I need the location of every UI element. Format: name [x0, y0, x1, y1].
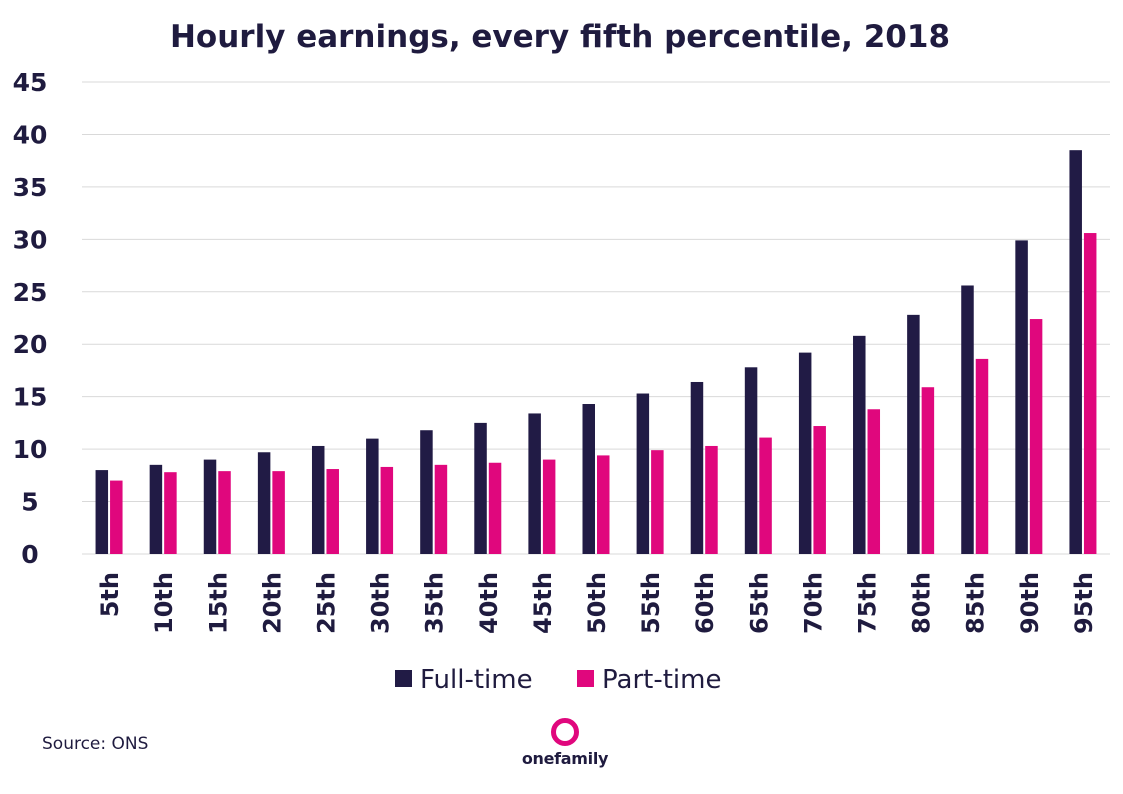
x-tick-label: 35th	[421, 572, 449, 634]
y-tick-label: 20	[13, 330, 48, 359]
x-tick-label: 45th	[529, 572, 557, 634]
bar-full-time-5th	[95, 470, 109, 554]
bar-part-time-10th	[164, 472, 177, 554]
x-tick-label: 15th	[204, 572, 232, 634]
y-axis-ticks: 0 5 10 15 20 25 30 35 40 45	[13, 68, 48, 569]
x-tick-label: 50th	[583, 572, 611, 634]
bar-part-time-5th	[110, 480, 123, 554]
bar-full-time-45th	[528, 413, 541, 554]
legend: Full-time Part-time	[395, 665, 721, 695]
bar-full-time-65th	[744, 367, 758, 554]
bar-part-time-45th	[542, 459, 556, 554]
y-tick-label: 0	[21, 540, 38, 569]
bar-part-time-85th	[975, 358, 989, 554]
bar-part-time-35th	[434, 464, 448, 554]
y-tick-label: 30	[13, 225, 48, 254]
x-tick-label: 85th	[962, 572, 990, 634]
bar-full-time-20th	[257, 452, 271, 554]
bar-full-time-10th	[149, 464, 163, 554]
bar-part-time-80th	[921, 387, 935, 554]
x-tick-label: 30th	[367, 572, 395, 634]
y-tick-label: 5	[21, 488, 38, 517]
x-tick-label: 70th	[799, 572, 827, 634]
y-tick-label: 15	[13, 383, 48, 412]
bar-part-time-55th	[651, 450, 664, 554]
bar-full-time-55th	[636, 393, 650, 554]
bar-full-time-70th	[798, 352, 812, 554]
bar-full-time-95th	[1069, 150, 1082, 554]
y-tick-label: 45	[13, 68, 48, 97]
x-tick-label: 40th	[475, 572, 503, 634]
bar-part-time-95th	[1083, 233, 1097, 555]
bar-full-time-30th	[366, 438, 379, 554]
x-tick-label: 20th	[258, 572, 286, 634]
bar-part-time-40th	[488, 462, 502, 554]
y-tick-label: 10	[13, 435, 48, 464]
x-tick-label: 60th	[691, 572, 719, 634]
bar-full-time-75th	[853, 335, 866, 554]
bar-full-time-25th	[311, 445, 325, 554]
x-tick-label: 75th	[854, 572, 882, 634]
bar-full-time-60th	[690, 381, 704, 554]
bar-part-time-70th	[813, 426, 826, 554]
source-note: Source: ONS	[42, 734, 149, 754]
bar-part-time-30th	[380, 466, 394, 554]
legend-label-part-time: Part-time	[602, 665, 721, 695]
x-tick-label: 5th	[96, 572, 124, 617]
bar-part-time-50th	[597, 455, 610, 554]
bars	[95, 150, 1097, 555]
bar-full-time-15th	[203, 459, 217, 554]
bar-part-time-90th	[1029, 319, 1043, 554]
y-tick-label: 25	[13, 278, 48, 307]
bar-full-time-35th	[420, 430, 433, 554]
y-tick-label: 40	[13, 120, 48, 149]
bar-part-time-20th	[272, 471, 285, 554]
bar-full-time-85th	[961, 285, 974, 554]
legend-swatch-full-time	[395, 670, 412, 687]
y-tick-label: 35	[13, 173, 48, 202]
legend-label-full-time: Full-time	[420, 665, 533, 695]
x-tick-label: 90th	[1016, 572, 1044, 634]
logo-text: onefamily	[521, 749, 609, 768]
logo-ring-icon	[551, 718, 579, 746]
x-tick-label: 55th	[637, 572, 665, 634]
bar-part-time-25th	[326, 469, 339, 554]
x-tick-label: 65th	[745, 572, 773, 634]
bar-full-time-80th	[907, 314, 920, 554]
bar-full-time-50th	[582, 404, 595, 554]
x-axis-ticks: 5th 10th 15th 20th 25th 30th 35th 40th 45th 50th 5…	[96, 572, 1098, 634]
gridlines	[82, 81, 1110, 555]
onefamily-logo: onefamily	[520, 718, 610, 768]
bar-part-time-75th	[867, 409, 881, 554]
chart-title: Hourly earnings, every fifth percentile,…	[170, 19, 950, 55]
x-tick-label: 10th	[150, 572, 178, 634]
legend-swatch-part-time	[577, 670, 594, 687]
bar-part-time-60th	[705, 445, 718, 554]
x-tick-label: 80th	[908, 572, 936, 634]
bar-full-time-90th	[1015, 240, 1028, 555]
x-tick-label: 95th	[1070, 572, 1098, 634]
chart: Hourly earnings, every fifth percentile,…	[13, 19, 1110, 695]
bar-full-time-40th	[474, 422, 487, 554]
x-tick-label: 25th	[312, 572, 340, 634]
bar-part-time-15th	[218, 471, 231, 554]
bar-part-time-65th	[759, 437, 772, 554]
